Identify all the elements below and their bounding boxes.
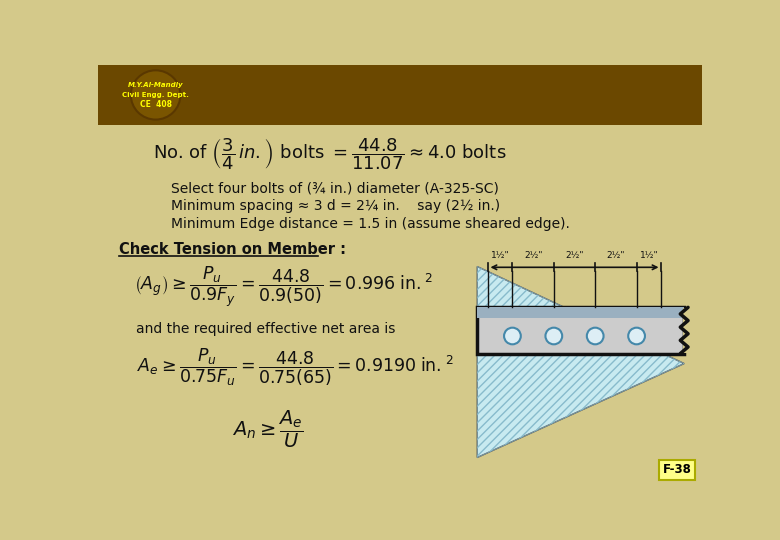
- Bar: [477, 307, 684, 354]
- Text: No. of $\left(\dfrac{3}{4}\,in.\right)$ bolts $= \dfrac{44.8}{11.07} \approx 4.0: No. of $\left(\dfrac{3}{4}\,in.\right)$ …: [154, 137, 507, 172]
- Text: 1½": 1½": [491, 251, 509, 260]
- Bar: [682, 308, 694, 353]
- Polygon shape: [477, 267, 684, 457]
- Text: and the required effective net area is: and the required effective net area is: [136, 322, 395, 336]
- Text: Check Tension on Member :: Check Tension on Member :: [119, 242, 346, 258]
- Text: 2½": 2½": [607, 251, 625, 260]
- Text: Minimum Edge distance = 1.5 in (assume sheared edge).: Minimum Edge distance = 1.5 in (assume s…: [171, 217, 570, 231]
- Text: $\left(A_g\right) \geq \dfrac{P_u}{0.9F_y} = \dfrac{44.8}{0.9(50)} = 0.996\;\mat: $\left(A_g\right) \geq \dfrac{P_u}{0.9F_…: [134, 265, 433, 309]
- Text: M.Y.Al-Mandly: M.Y.Al-Mandly: [128, 82, 183, 88]
- Text: CE  408: CE 408: [140, 100, 172, 110]
- Text: 2½": 2½": [524, 251, 542, 260]
- Text: Select four bolts of (¾ in.) diameter (A-325-SC): Select four bolts of (¾ in.) diameter (A…: [171, 181, 499, 195]
- Text: F-38: F-38: [663, 463, 692, 476]
- Bar: [477, 307, 684, 318]
- Text: $A_n \geq \dfrac{A_e}{U}$: $A_n \geq \dfrac{A_e}{U}$: [232, 409, 304, 450]
- Text: Civil Engg. Dept.: Civil Engg. Dept.: [122, 92, 189, 98]
- Circle shape: [587, 328, 604, 345]
- Text: 1½": 1½": [640, 251, 658, 260]
- Circle shape: [131, 70, 180, 119]
- Bar: [98, 65, 702, 125]
- Circle shape: [545, 328, 562, 345]
- Circle shape: [628, 328, 645, 345]
- Text: $A_e \geq \dfrac{P_u}{0.75F_u} = \dfrac{44.8}{0.75(65)} = 0.9190\;\mathrm{in.}^2: $A_e \geq \dfrac{P_u}{0.75F_u} = \dfrac{…: [136, 347, 453, 388]
- Text: 2½": 2½": [566, 251, 583, 260]
- Circle shape: [504, 328, 521, 345]
- Text: Minimum spacing ≈ 3 d = 2¼ in.    say (2½ in.): Minimum spacing ≈ 3 d = 2¼ in. say (2½ i…: [171, 199, 500, 213]
